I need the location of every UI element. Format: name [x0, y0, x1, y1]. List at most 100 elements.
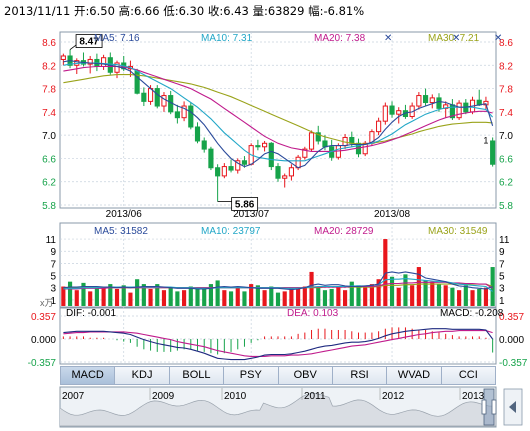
candle-body: [174, 111, 180, 119]
volume-bar: [436, 284, 442, 306]
volume-bar: [410, 285, 415, 306]
volume-bar: [302, 286, 307, 306]
vol-tick-label-right: 1: [499, 296, 505, 307]
volume-bar: [228, 291, 234, 306]
vol-tick-label: 5: [50, 272, 56, 283]
candle-body: [308, 132, 315, 150]
tab-obv[interactable]: OBV: [278, 366, 333, 385]
tab-psy[interactable]: PSY: [224, 366, 279, 385]
vol-tick-label: 9: [50, 247, 56, 258]
scroll-arrow-icon: [509, 401, 516, 413]
dif-line: [63, 328, 494, 361]
candle-body: [268, 142, 274, 168]
volume-bar: [275, 292, 281, 306]
volume-bar: [416, 267, 421, 306]
timeline-right-handle: [491, 399, 497, 415]
candle-body: [228, 166, 234, 171]
date-label: 2013/08: [374, 209, 411, 220]
volume-bar: [396, 287, 401, 306]
candle-body: [60, 55, 66, 60]
candle-body: [208, 148, 214, 169]
price-tick-label: 8.6: [42, 38, 56, 49]
candle-body: [161, 95, 167, 107]
macd-tick-label-right: -0.357: [499, 358, 528, 369]
vol-unit-label: x万: [40, 298, 54, 308]
candle-body: [302, 148, 308, 158]
volume-bar: [182, 290, 187, 306]
max-label-box: [75, 34, 103, 48]
date-label: 2013/06: [106, 209, 143, 220]
tab-wvad[interactable]: WVAD: [387, 366, 442, 385]
macd-tick-label: 0.357: [31, 312, 56, 323]
volume-bar: [336, 286, 341, 306]
timeline-year-label: 2010: [224, 391, 247, 402]
volume-bar: [423, 280, 428, 306]
tab-macd[interactable]: MACD: [60, 366, 116, 385]
tab-boll[interactable]: BOLL: [169, 366, 225, 385]
indicator-tabs: MACD KDJ BOLL PSY OBV RSI WVAD CCI: [60, 366, 496, 385]
vol-tick-label-right: 9: [499, 247, 505, 258]
volume-bar: [67, 281, 73, 306]
volume-bar: [309, 271, 314, 306]
volume-bar: [202, 287, 207, 306]
candle-body: [389, 105, 395, 115]
price-tick-label: 6.6: [42, 154, 56, 165]
candle-body: [194, 126, 201, 142]
macd-tick-label: -0.357: [28, 358, 57, 369]
vol-tick-label-right: 11: [499, 235, 510, 246]
volume-bar: [389, 276, 395, 306]
volume-bar: [450, 287, 455, 306]
timeline-year-label: 2009: [152, 391, 175, 402]
volume-bar: [155, 284, 160, 306]
volume-bar: [121, 285, 126, 306]
macd-tick-label: 0.000: [31, 335, 56, 346]
candle-body: [241, 160, 248, 165]
macd-tick-label-right: 0.357: [499, 312, 524, 323]
dea-line: [63, 330, 493, 357]
single-label: 1: [483, 135, 488, 145]
volume-bar: [168, 287, 173, 306]
ohlc-header: 2013/11/11 开:6.50 高:6.66 低:6.30 收:6.43 量…: [4, 4, 365, 18]
volume-bar: [470, 290, 475, 306]
tab-rsi[interactable]: RSI: [332, 366, 388, 385]
vol-ma5-line: [63, 271, 493, 291]
tab-kdj[interactable]: KDJ: [115, 366, 170, 385]
volume-bar: [383, 239, 388, 306]
tab-cci[interactable]: CCI: [441, 366, 496, 385]
price-tick-label: 7.8: [42, 85, 56, 96]
vol-legend-ma30: MA30: 31549: [428, 226, 488, 237]
volume-bar: [363, 286, 368, 306]
timeline-year-label: 2007: [62, 391, 85, 402]
macd-tick-label-right: 0.000: [499, 335, 524, 346]
candle-body: [101, 57, 107, 67]
candle-body: [275, 166, 281, 179]
min-label: 5.86: [235, 200, 255, 211]
candle-body: [235, 160, 241, 171]
vol-tick-label: 1: [50, 296, 56, 307]
volume-bar: [222, 290, 227, 306]
volume-bar: [282, 291, 287, 306]
timeline-year-label: 2013: [462, 391, 485, 402]
vol-legend-ma5: MA5: 31582: [94, 226, 148, 237]
volume-bar: [316, 287, 321, 306]
price-tick-label-right: 6.2: [499, 178, 513, 189]
volume-bar: [349, 281, 354, 306]
candle-body: [429, 97, 435, 104]
candle-body: [282, 175, 288, 179]
candle-body: [201, 140, 207, 150]
timeline-year-label: 2011: [304, 391, 326, 402]
legend-ma30: MA30: 7.21: [428, 33, 480, 44]
volume-bar: [148, 288, 153, 306]
volume-bar: [74, 290, 79, 306]
timeline-overview-area: [59, 393, 497, 427]
volume-bar: [322, 290, 328, 306]
marker-x-icon: ✕: [384, 33, 392, 44]
price-tick-label-right: 5.8: [499, 201, 513, 212]
candle-body: [255, 145, 261, 148]
volume-bar: [430, 281, 435, 306]
vol-tick-label-right: 7: [499, 259, 505, 270]
candle-body: [396, 110, 402, 115]
price-tick-label-right: 7.4: [499, 108, 513, 119]
